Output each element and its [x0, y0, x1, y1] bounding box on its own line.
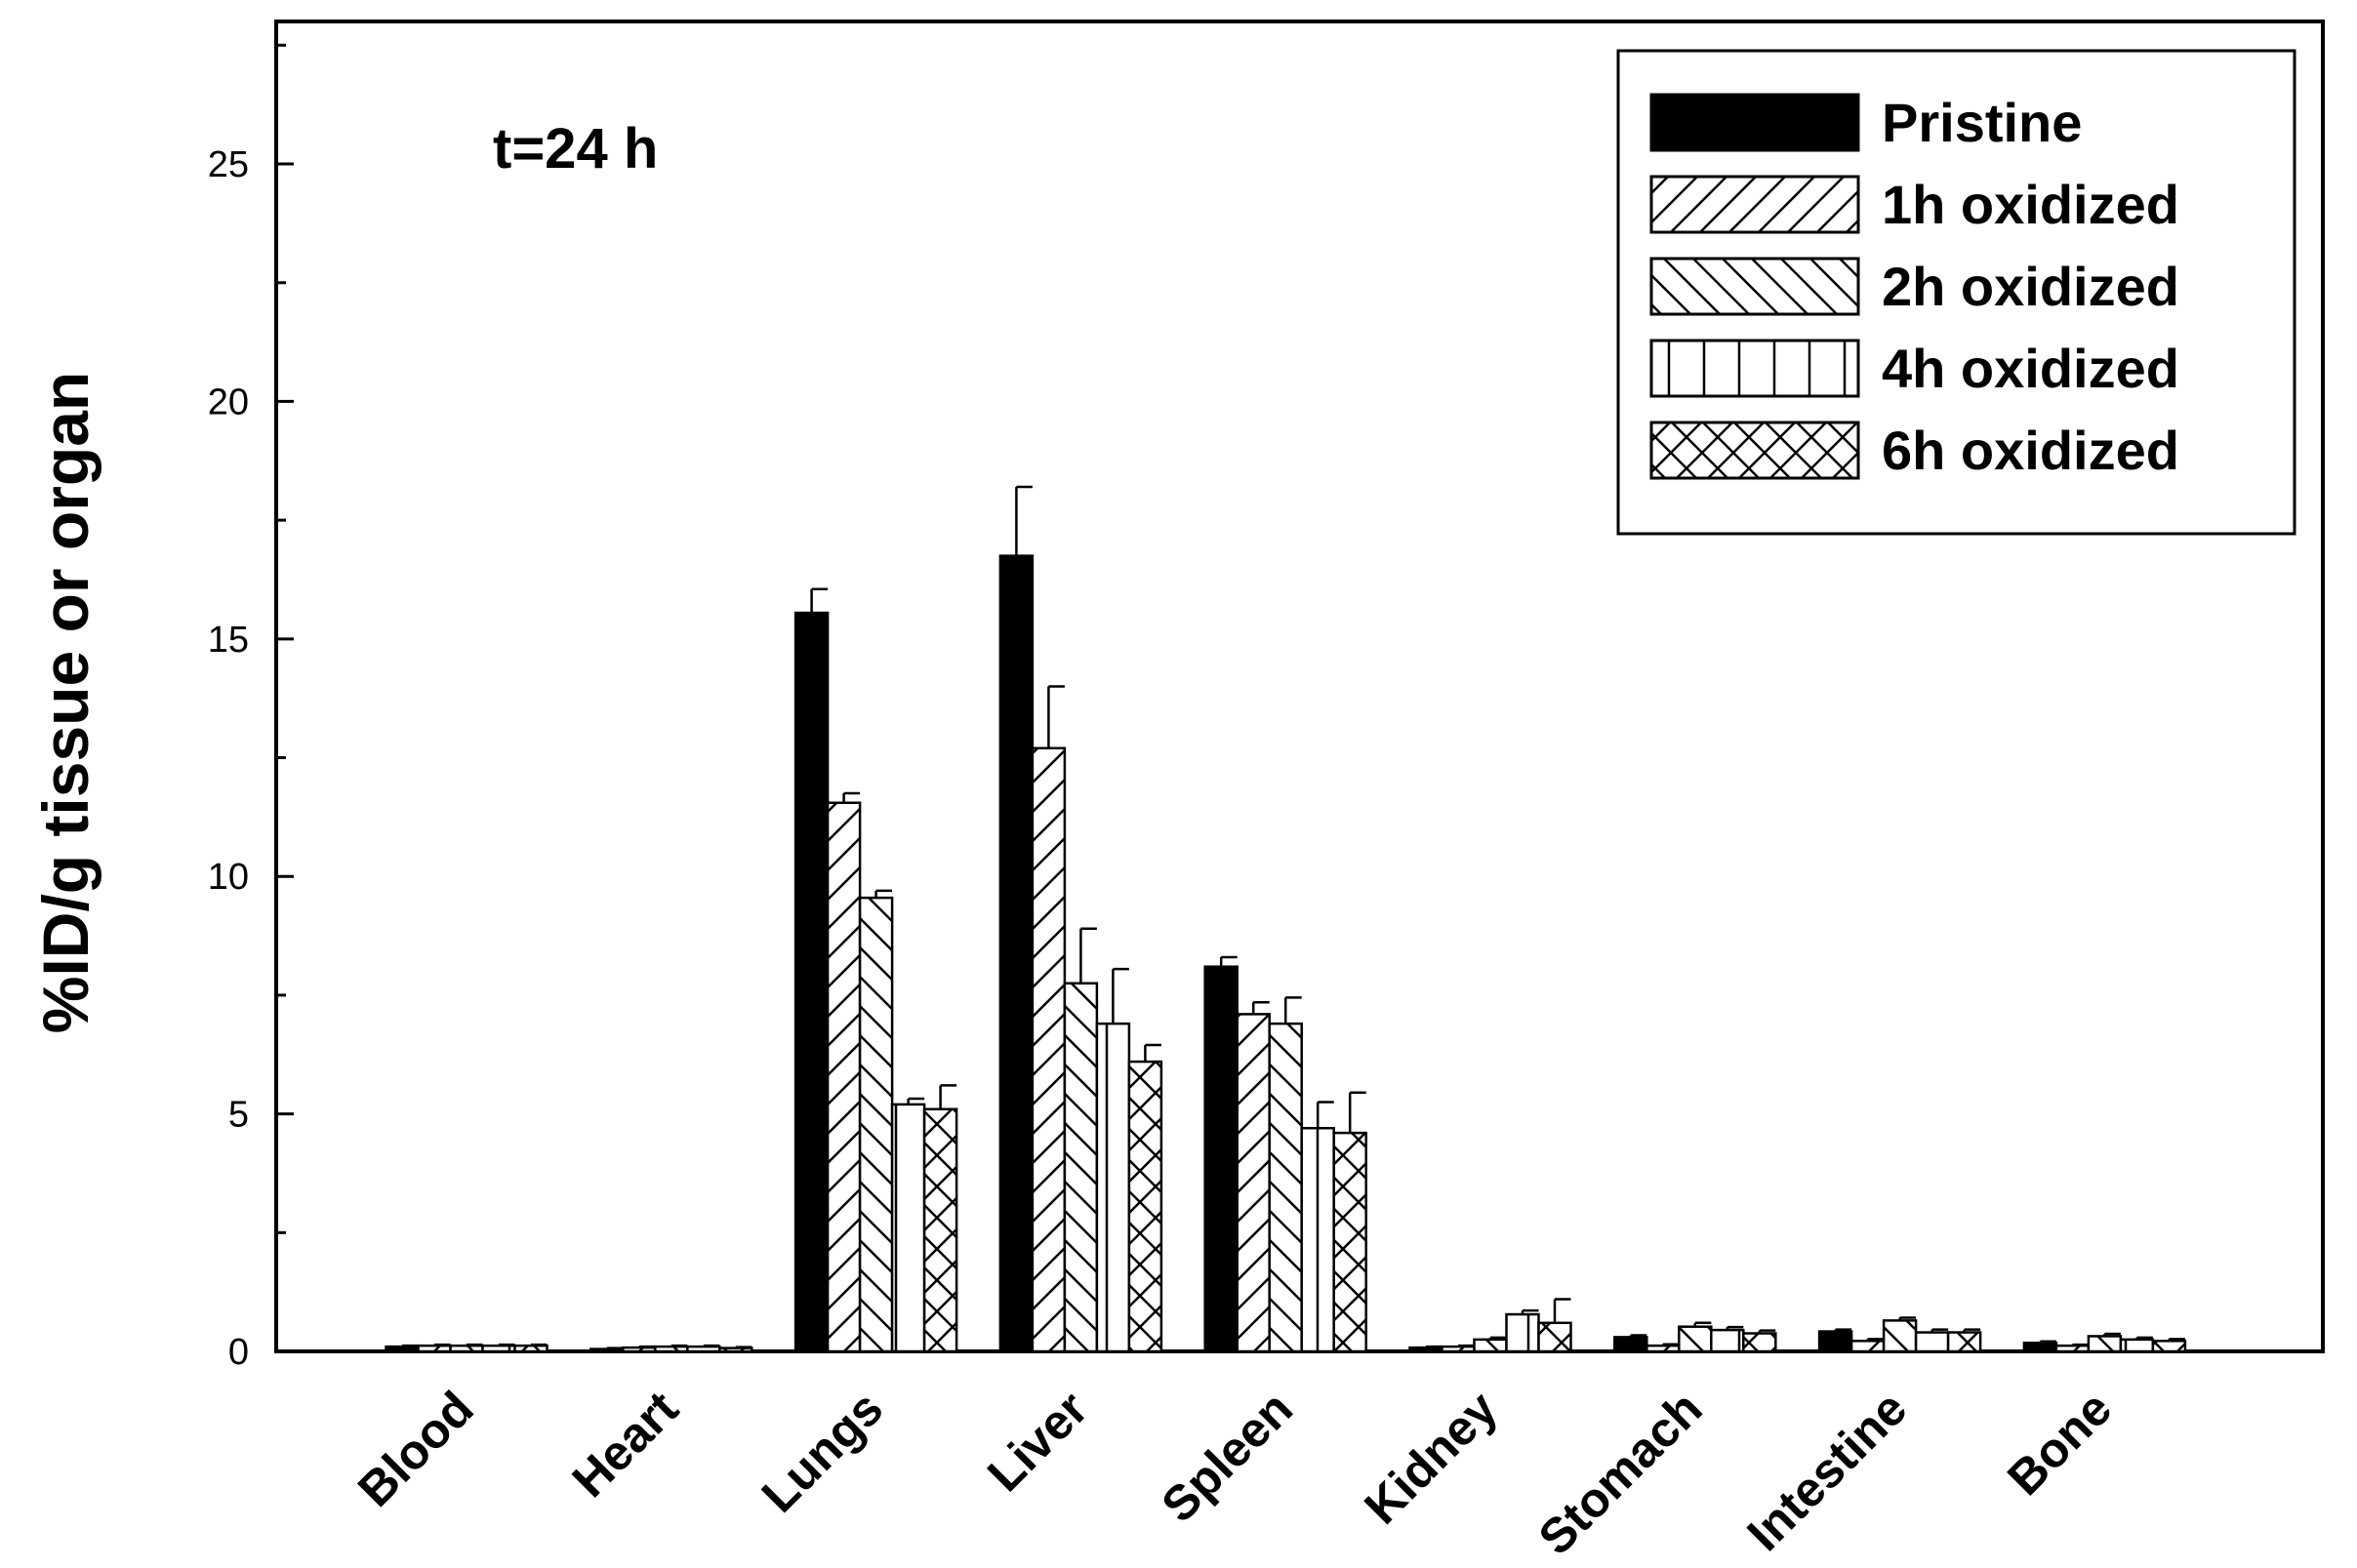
bar	[1613, 1336, 1648, 1353]
legend-label: 4h oxidized	[1882, 338, 2179, 399]
y-tick-label: 25	[208, 144, 249, 185]
bar	[1203, 965, 1239, 1353]
y-tick-label: 15	[208, 620, 249, 661]
y-tick-label: 5	[228, 1095, 249, 1136]
bar	[1441, 1345, 1476, 1353]
bar	[417, 1344, 452, 1353]
bar	[1031, 746, 1067, 1353]
bar	[1914, 1331, 1950, 1353]
bar	[1946, 1331, 1982, 1353]
bar	[2119, 1338, 2155, 1353]
legend-swatch	[1649, 257, 1860, 316]
bar	[1473, 1338, 1508, 1353]
y-axis-label: %ID/g tissue or organ	[29, 372, 102, 1033]
bar	[513, 1344, 549, 1353]
x-category-label: Liver	[977, 1381, 1098, 1502]
time-annotation: t=24 h	[493, 117, 658, 181]
bar	[1408, 1346, 1443, 1353]
y-tick-label: 10	[208, 857, 249, 898]
bar	[2151, 1340, 2187, 1353]
bar	[1095, 1022, 1131, 1353]
x-category-label: Blood	[347, 1381, 484, 1517]
bar	[481, 1344, 516, 1353]
y-tick-label: 20	[208, 382, 249, 422]
legend: Pristine 1h oxidized 2h oxidized 4h oxidize…	[1616, 49, 2296, 536]
bar	[1646, 1344, 1681, 1353]
legend-label: Pristine	[1882, 92, 2082, 153]
bar	[1127, 1060, 1163, 1353]
bar	[654, 1345, 689, 1353]
bar	[2022, 1341, 2058, 1353]
bar	[2054, 1344, 2091, 1353]
bar	[1236, 1013, 1271, 1353]
bar	[890, 1103, 926, 1353]
x-category-label: Stomach	[1528, 1381, 1713, 1563]
x-category-label: Bone	[1997, 1381, 2122, 1506]
bar	[385, 1345, 420, 1353]
bar	[589, 1347, 625, 1353]
bar	[1300, 1126, 1335, 1353]
bar	[1817, 1330, 1853, 1353]
legend-label: 2h oxidized	[1882, 256, 2179, 317]
x-category-label: Heart	[562, 1381, 689, 1508]
bar	[1332, 1131, 1367, 1353]
legend-label: 6h oxidized	[1882, 420, 2179, 481]
bar	[1678, 1325, 1713, 1353]
bar	[1537, 1321, 1572, 1353]
legend-label: 1h oxidized	[1882, 174, 2179, 235]
bar	[1742, 1332, 1777, 1353]
bar	[1849, 1340, 1886, 1353]
bar	[1268, 1022, 1303, 1353]
bar	[826, 801, 862, 1353]
bar	[2087, 1335, 2123, 1353]
bars-group	[385, 485, 2187, 1353]
bar	[622, 1346, 657, 1353]
y-tick-label: 0	[228, 1332, 249, 1373]
bar	[718, 1347, 753, 1353]
bar	[858, 896, 894, 1353]
y-axis: 0 5 10 15 20 25	[208, 43, 294, 1373]
x-axis-labels: Blood Heart Lungs Liver Spleen Kidney Stomach I…	[347, 1381, 2122, 1565]
x-category-label: Kidney	[1354, 1381, 1508, 1535]
bar	[1063, 982, 1099, 1353]
bar	[449, 1344, 484, 1353]
bar	[1505, 1312, 1540, 1353]
x-category-label: Lungs	[752, 1381, 894, 1523]
legend-swatch	[1649, 175, 1860, 234]
x-category-label: Intestine	[1736, 1381, 1917, 1561]
legend-swatch	[1649, 93, 1860, 152]
x-category-label: Spleen	[1151, 1381, 1303, 1533]
bar	[793, 611, 830, 1353]
bar	[922, 1107, 958, 1353]
bar	[1882, 1319, 1918, 1353]
bar	[1710, 1328, 1745, 1353]
bar	[998, 554, 1035, 1353]
legend-swatch	[1649, 339, 1860, 398]
bar	[686, 1345, 721, 1353]
legend-swatch	[1649, 421, 1860, 480]
